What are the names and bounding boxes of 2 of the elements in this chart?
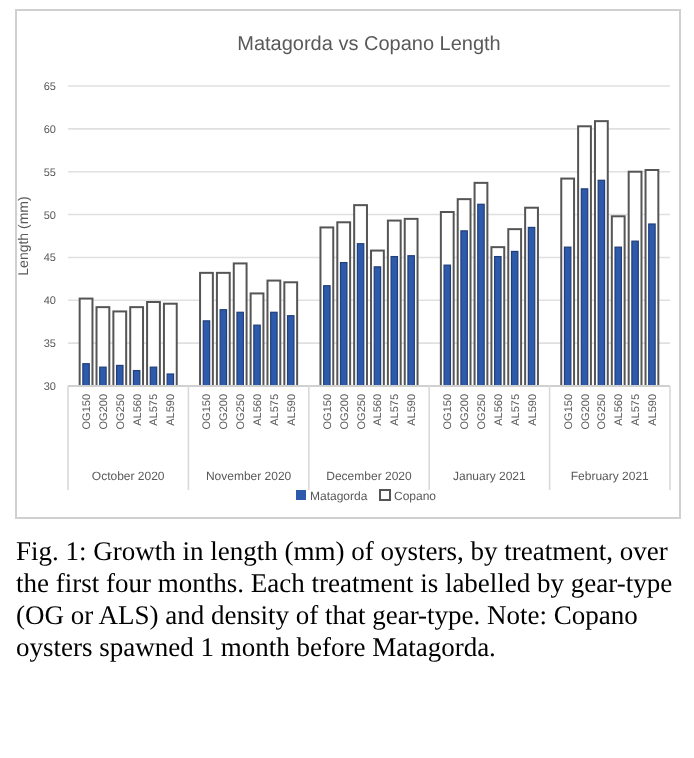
chart-title: Matagorda vs Copano Length: [237, 34, 501, 56]
caption: Fig. 1: Growth in length (mm) of oysters, by treatment, over the first four months. Each treatment is labelled by gear-type (OG or ALS) and density of that gear-type. Note: Copano oysters spawned 1 month before Matagorda.: [16, 536, 675, 664]
